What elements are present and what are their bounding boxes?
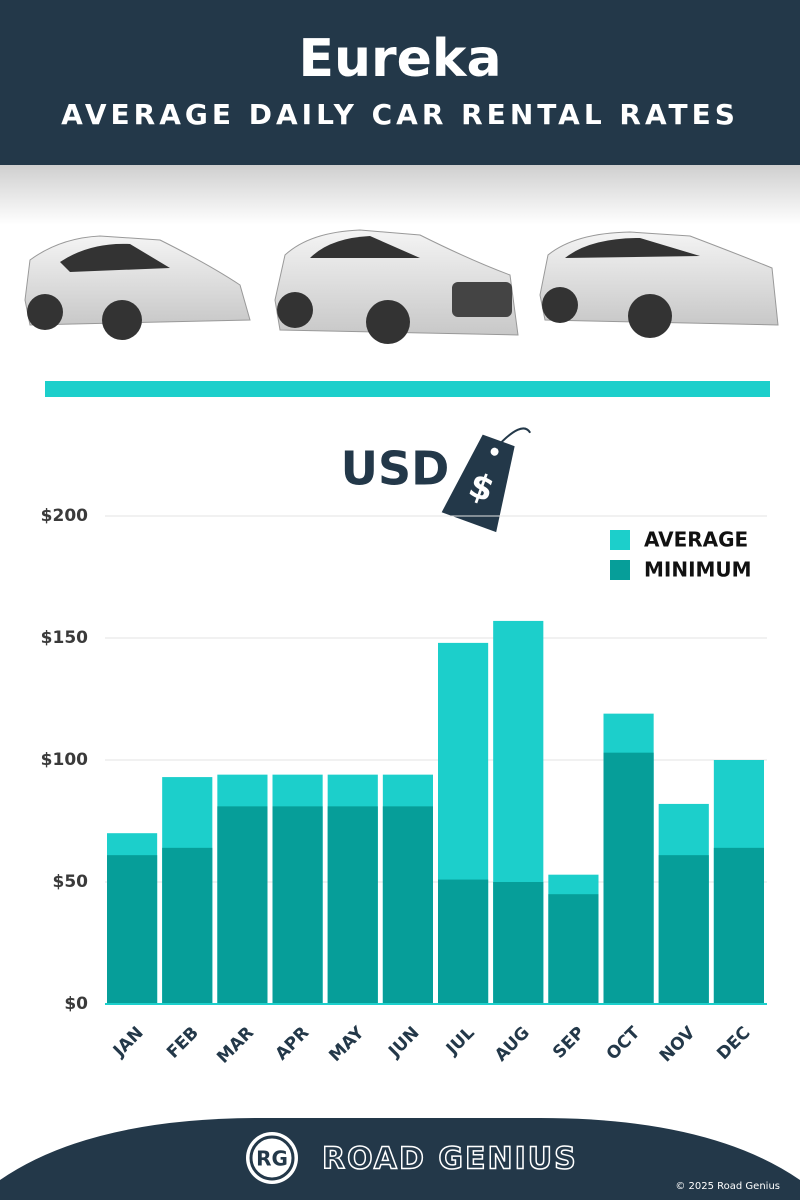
x-tick-label: OCT bbox=[603, 1023, 645, 1065]
bar bbox=[603, 752, 654, 1004]
y-tick-label: $150 bbox=[41, 628, 88, 648]
y-tick-label: $0 bbox=[64, 994, 88, 1014]
bar bbox=[438, 879, 489, 1004]
x-tick-label: FEB bbox=[163, 1023, 203, 1063]
unit-label: USD bbox=[341, 442, 450, 496]
bar bbox=[272, 806, 323, 1004]
logo-circle bbox=[246, 1132, 298, 1184]
bar bbox=[162, 847, 213, 1004]
legend-label: MINIMUM bbox=[644, 558, 752, 582]
x-tick-label: SEP bbox=[549, 1023, 589, 1063]
x-tick-label: JUL bbox=[442, 1023, 479, 1060]
header-band bbox=[0, 0, 800, 165]
y-tick-label: $200 bbox=[41, 506, 88, 526]
bar bbox=[493, 882, 544, 1004]
logo-ring bbox=[249, 1135, 295, 1181]
car-2 bbox=[274, 229, 519, 344]
bar bbox=[217, 806, 268, 1004]
bar bbox=[713, 847, 764, 1004]
divider bbox=[45, 381, 770, 397]
footer-band bbox=[0, 1118, 800, 1200]
x-tick-label: JUN bbox=[384, 1023, 423, 1062]
bar bbox=[327, 806, 378, 1004]
legend-swatch bbox=[610, 530, 630, 550]
x-tick-label: MAR bbox=[213, 1023, 258, 1068]
bar bbox=[107, 855, 158, 1004]
bar bbox=[658, 855, 709, 1004]
title: Eureka bbox=[298, 29, 501, 89]
bar bbox=[548, 894, 599, 1004]
car-1 bbox=[24, 235, 251, 340]
price-tag: $ bbox=[441, 427, 532, 533]
y-tick-label: $100 bbox=[41, 750, 88, 770]
copyright: © 2025 Road Genius bbox=[675, 1181, 780, 1192]
x-tick-label: NOV bbox=[656, 1022, 700, 1066]
y-tick-label: $50 bbox=[53, 872, 89, 892]
legend-label: AVERAGE bbox=[644, 528, 748, 552]
logo-text: RG bbox=[256, 1147, 288, 1171]
car-3 bbox=[539, 231, 779, 338]
header-shadow bbox=[0, 165, 800, 225]
x-tick-label: DEC bbox=[713, 1023, 754, 1064]
x-tick-label: APR bbox=[272, 1023, 314, 1065]
x-tick-label: MAY bbox=[325, 1022, 368, 1065]
subtitle: AVERAGE DAILY CAR RENTAL RATES bbox=[61, 98, 739, 131]
brand: ROAD GENIUS bbox=[322, 1142, 578, 1177]
legend-swatch bbox=[610, 560, 630, 580]
x-tick-label: AUG bbox=[491, 1023, 534, 1066]
x-tick-label: JAN bbox=[109, 1023, 148, 1062]
bar bbox=[382, 806, 433, 1004]
